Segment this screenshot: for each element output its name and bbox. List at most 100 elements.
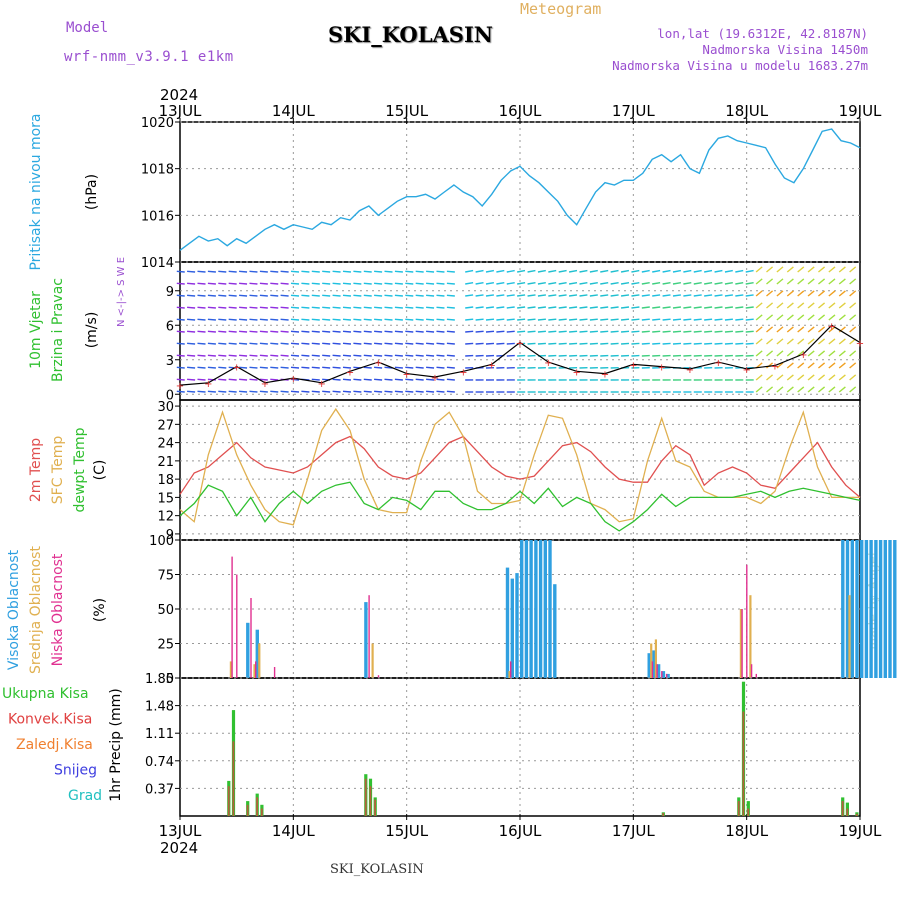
wind-arrow — [786, 266, 794, 273]
wind-arrow — [475, 318, 484, 321]
wind-arrow — [322, 366, 331, 369]
wind-arrow — [259, 342, 268, 345]
wind-arrow — [301, 342, 310, 345]
wind-arrow — [207, 318, 216, 321]
wind-arrow — [446, 330, 455, 333]
wind-arrow — [218, 342, 227, 345]
wind-arrow — [465, 306, 474, 309]
wind-arrow — [548, 342, 557, 345]
wind-arrow — [610, 282, 619, 285]
temp-ylabel-1: 2m Temp — [28, 438, 44, 502]
day-label-top: 16JUL — [499, 102, 542, 120]
wind-arrow — [693, 294, 702, 297]
wind-arrow — [683, 282, 692, 285]
wind-arrow — [704, 294, 713, 297]
wind-arrow — [838, 266, 846, 273]
wind-arrow — [197, 366, 206, 369]
wind-arrow — [311, 318, 320, 321]
wind-arrow — [745, 318, 754, 321]
wind-arrow — [332, 318, 341, 321]
wind-arrow — [301, 354, 310, 357]
wind-arrow — [465, 318, 474, 321]
wind-arrow — [776, 362, 784, 369]
wind-arrow — [548, 269, 557, 273]
wind-arrow — [786, 278, 794, 285]
wind-arrow — [807, 278, 815, 285]
wind-arrow — [311, 294, 320, 297]
precip-bar-conv — [846, 808, 849, 816]
model-elevation-label: Nadmorska Visina u modelu 1683.27m — [612, 58, 868, 73]
wind-arrow — [838, 314, 846, 321]
wind-arrow — [465, 330, 474, 333]
cloud-bar-niska — [661, 671, 663, 678]
wind-arrow — [537, 294, 546, 297]
precip-bar-conv — [742, 711, 745, 816]
wind-arrow — [249, 354, 258, 357]
wind-arrow — [384, 354, 393, 357]
cloud-bar-visoka — [878, 540, 883, 678]
wind-arrow — [446, 354, 455, 357]
wind-arrow — [589, 282, 598, 285]
wind-arrow — [838, 362, 846, 369]
y-tick-label: 15 — [157, 491, 174, 506]
wind-arrow — [724, 269, 733, 273]
wind-arrow — [301, 282, 310, 285]
wind-arrow — [849, 350, 857, 357]
wind-arrow — [849, 302, 857, 309]
cloud-bar-visoka — [883, 540, 887, 678]
wind-arrow — [218, 282, 227, 285]
cloud-bar-srednja — [258, 643, 261, 678]
footer-station: SKI_KOLASIN — [330, 862, 424, 877]
wind-arrow — [714, 269, 723, 273]
wind-arrow — [394, 282, 403, 285]
wind-arrow — [600, 294, 609, 297]
wind-arrow — [207, 270, 216, 273]
wind-arrow — [259, 306, 268, 309]
wind-arrow — [652, 282, 661, 285]
wind-arrow — [527, 342, 536, 345]
wind-arrow — [817, 362, 826, 369]
wind-arrow — [426, 354, 435, 357]
cloud-bar-srednja — [654, 639, 657, 678]
wind-arrow — [652, 306, 661, 309]
cloud-bar-niska — [273, 667, 276, 678]
wind-arrow — [187, 282, 196, 285]
wind-arrow — [475, 282, 484, 285]
wind-gust-mark: + — [374, 358, 382, 369]
wind-arrow — [828, 290, 836, 297]
wind-arrow — [322, 270, 331, 273]
wind-arrow — [218, 294, 227, 297]
precip-bar-conv — [256, 797, 258, 816]
wind-arrow — [537, 269, 546, 273]
wind-arrow — [290, 282, 300, 285]
wind-arrow — [342, 330, 352, 333]
wind-arrow — [363, 342, 372, 345]
wind-arrow — [776, 326, 784, 333]
wind-arrow — [176, 294, 185, 297]
y-tick-label: 24 — [157, 437, 174, 452]
day-label-bottom: 18JUL — [725, 822, 768, 840]
wind-arrow — [579, 306, 588, 309]
pressure-unit: (hPa) — [84, 174, 100, 210]
wind-arrow — [548, 294, 557, 297]
wind-arrow — [394, 378, 403, 381]
wind-arrow — [426, 342, 435, 345]
wind-arrow — [290, 366, 300, 369]
wind-arrow — [807, 326, 815, 333]
wind-arrow — [415, 330, 424, 333]
wind-arrow — [662, 269, 671, 273]
cloud-bar-visoka — [845, 540, 850, 678]
y-tick-label: 50 — [157, 603, 174, 618]
wind-gust-mark: + — [204, 379, 212, 390]
wind-arrow — [176, 318, 185, 321]
wind-arrow — [755, 326, 763, 333]
wind-arrow — [485, 269, 495, 273]
wind-arrow — [259, 366, 268, 369]
wind-arrow — [517, 282, 526, 285]
wind-arrow — [187, 390, 196, 393]
wind-arrow — [714, 318, 723, 321]
wind-arrow — [693, 330, 702, 333]
wind-arrow — [735, 318, 744, 321]
wind-arrow — [631, 306, 640, 309]
